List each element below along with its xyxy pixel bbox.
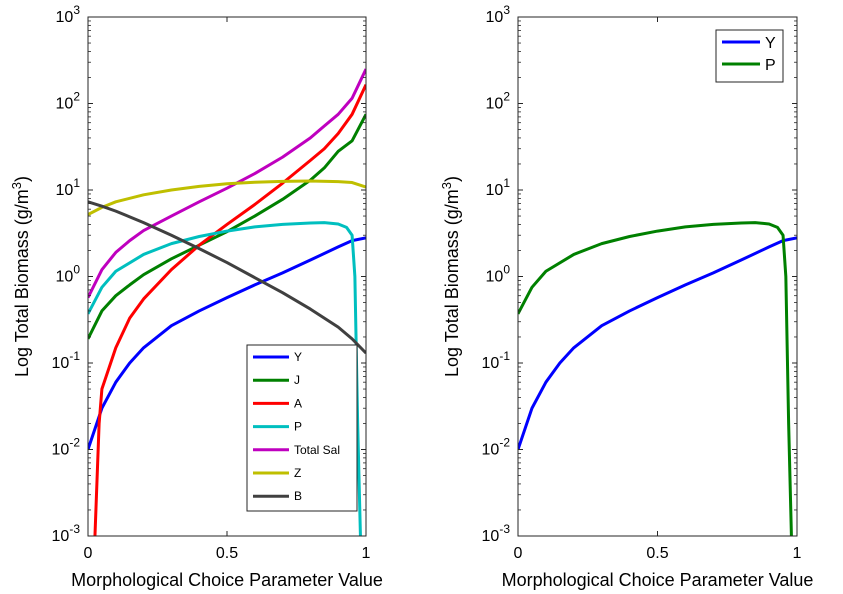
y-axis-label-text: Log Total Biomass (g/m: [12, 189, 32, 377]
legend-box: [715, 29, 784, 83]
y-tick-base: 10: [482, 442, 500, 459]
legend-label-p: P: [294, 420, 302, 434]
x-tick-label: 1: [362, 545, 371, 562]
series-group: [518, 221, 797, 536]
legend-label-y: Y: [765, 35, 776, 52]
y-tick-exponent: 2: [503, 90, 510, 104]
x-tick-label: 1: [793, 545, 802, 562]
y-tick-label: 101: [56, 176, 81, 199]
y-tick-label: 10-2: [482, 436, 511, 459]
x-tick-label: 0.5: [216, 545, 238, 562]
x-axis-label: Morphological Choice Parameter Value: [502, 570, 814, 590]
y-tick-label: 102: [486, 90, 511, 113]
y-tick-exponent: -1: [499, 349, 510, 363]
y-tick-base: 10: [486, 182, 504, 199]
y-tick-exponent: -2: [69, 436, 80, 450]
y-axis-label: Log Total Biomass (g/m3): [439, 176, 462, 377]
x-tick-label: 0: [84, 545, 93, 562]
y-tick-exponent: 2: [73, 90, 80, 104]
legend-label-b: B: [294, 489, 302, 503]
y-tick-base: 10: [482, 355, 500, 372]
legend-label-j: J: [294, 373, 300, 387]
legend-label-total-sal: Total Sal: [294, 443, 340, 457]
y-tick-exponent: -1: [69, 349, 80, 363]
series-line-z: [88, 179, 366, 216]
y-tick-base: 10: [52, 442, 70, 459]
y-tick-label: 100: [486, 263, 511, 286]
series-line-b: [88, 200, 366, 355]
series-line-p: [88, 221, 362, 536]
y-tick-base: 10: [56, 9, 74, 26]
y-tick-base: 10: [52, 355, 70, 372]
y-tick-label: 100: [56, 263, 81, 286]
series-line-total-sal: [88, 68, 366, 299]
y-tick-base: 10: [486, 96, 504, 113]
y-tick-exponent: 0: [73, 263, 80, 277]
y-tick-exponent: 3: [503, 3, 510, 17]
x-tick-label: 0.5: [646, 545, 668, 562]
y-tick-exponent: 1: [73, 176, 80, 190]
y-tick-label: 103: [486, 3, 511, 26]
y-tick-label: 103: [56, 3, 81, 26]
y-tick-label: 102: [56, 90, 81, 113]
x-axis-label: Morphological Choice Parameter Value: [71, 570, 383, 590]
plot-area: [518, 17, 797, 536]
series-line-y: [518, 236, 797, 450]
y-tick-base: 10: [486, 9, 504, 26]
y-tick-label: 101: [486, 176, 511, 199]
series-line-p: [518, 221, 793, 536]
y-tick-label: 10-1: [482, 349, 511, 372]
y-tick-exponent: -2: [499, 436, 510, 450]
y-axis-label-text: Log Total Biomass (g/m: [442, 189, 462, 377]
y-axis-label-end: ): [442, 176, 462, 182]
legend-label-y: Y: [294, 350, 302, 364]
y-tick-exponent: 0: [503, 263, 510, 277]
y-tick-base: 10: [52, 528, 70, 545]
y-tick-base: 10: [56, 182, 74, 199]
legend-label-z: Z: [294, 466, 301, 480]
y-tick-base: 10: [482, 528, 500, 545]
y-tick-exponent: 1: [503, 176, 510, 190]
y-tick-base: 10: [486, 269, 504, 286]
y-axis-label: Log Total Biomass (g/m3): [9, 176, 32, 377]
y-tick-exponent: 3: [73, 3, 80, 17]
y-tick-label: 10-1: [52, 349, 81, 372]
legend-label-a: A: [294, 396, 302, 410]
y-tick-label: 10-3: [52, 522, 81, 545]
y-tick-base: 10: [56, 269, 74, 286]
legend: YP: [715, 29, 784, 83]
series-group: [88, 68, 366, 536]
y-tick-exponent: -3: [499, 522, 510, 536]
y-tick-base: 10: [56, 96, 74, 113]
y-axis-label-end: ): [12, 176, 32, 182]
y-tick-label: 10-2: [52, 436, 81, 459]
y-axis-label-superscript: 3: [9, 182, 24, 189]
series-line-y: [88, 236, 366, 450]
y-tick-exponent: -3: [69, 522, 80, 536]
legend-label-p: P: [765, 57, 776, 74]
x-tick-label: 0: [514, 545, 523, 562]
y-tick-label: 10-3: [482, 522, 511, 545]
y-axis-label-superscript: 3: [439, 182, 454, 189]
